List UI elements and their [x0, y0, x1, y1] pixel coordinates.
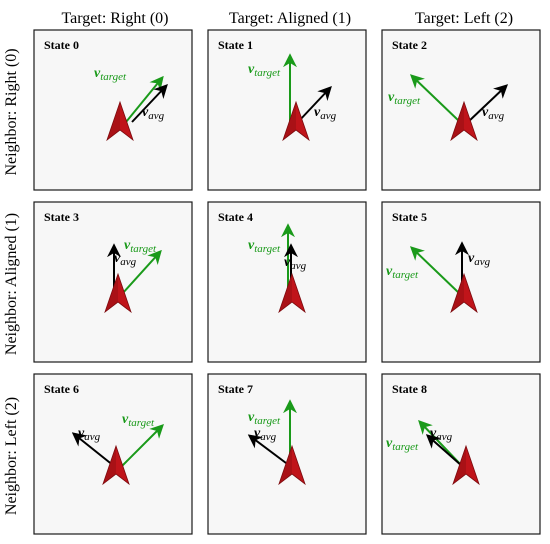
state-panel: State 8 vtarget vavg	[381, 373, 541, 535]
target-vector-arrow-icon	[409, 74, 461, 123]
panel-frame	[33, 29, 193, 191]
avg-vector-arrow-icon	[131, 83, 168, 123]
state-panel: State 6 vtarget vavg	[33, 373, 193, 535]
avg-vector-arrow-icon	[297, 85, 332, 123]
target-vector-label: vtarget	[388, 90, 421, 107]
state-label: State 4	[218, 210, 253, 224]
avg-vector-label: vavg	[430, 426, 453, 443]
avg-vector-arrow-icon	[71, 432, 115, 467]
agent-arrowhead-icon	[278, 444, 306, 486]
panel-frame	[207, 373, 367, 535]
agent-arrowhead-icon	[452, 444, 480, 486]
agent-arrowhead-icon	[282, 100, 310, 142]
column-header-target-aligned: Target: Aligned (1)	[229, 10, 351, 27]
agent-arrowhead-icon	[102, 444, 130, 486]
panel-frame	[207, 29, 367, 191]
state-label: State 5	[392, 210, 427, 224]
avg-vector-label: vavg	[114, 251, 137, 268]
panel-frame	[381, 373, 541, 535]
target-vector-label: vtarget	[124, 238, 157, 255]
avg-vector-arrow-icon	[467, 84, 509, 123]
state-label: State 0	[44, 38, 79, 52]
avg-vector-label: vavg	[254, 426, 277, 443]
avg-vector-arrow-icon	[247, 434, 291, 467]
row-headers: Neighbor: Right (0) Neighbor: Aligned (1…	[3, 48, 20, 515]
state-panel: State 2 vtarget vavg	[381, 29, 541, 191]
avg-vector-label: vavg	[78, 426, 101, 443]
agent-arrowhead-icon	[278, 272, 306, 314]
column-headers: Target: Right (0) Target: Aligned (1) Ta…	[61, 10, 513, 27]
column-header-target-right: Target: Right (0)	[61, 10, 168, 27]
agent-arrowhead-icon	[104, 272, 132, 314]
avg-vector-label: vavg	[468, 251, 491, 268]
target-vector-label: vtarget	[122, 412, 155, 429]
state-panel: State 0 vtarget vavg	[33, 29, 193, 191]
target-vector-arrow-icon	[409, 246, 461, 295]
row-header-neighbor-aligned: Neighbor: Aligned (1)	[3, 213, 20, 355]
state-label: State 7	[218, 382, 253, 396]
target-vector-arrow-icon	[121, 424, 164, 467]
state-panel: State 1 vtarget vavg	[207, 29, 367, 191]
target-vector-label: vtarget	[94, 66, 127, 83]
avg-vector-label: vavg	[284, 255, 307, 272]
target-vector-label: vtarget	[386, 264, 419, 281]
state-label: State 2	[392, 38, 427, 52]
avg-vector-arrow-icon	[425, 434, 463, 467]
avg-vector-label: vavg	[142, 105, 165, 122]
state-label: State 8	[392, 382, 427, 396]
state-label: State 1	[218, 38, 253, 52]
agent-arrowhead-icon	[106, 100, 134, 142]
row-header-neighbor-right: Neighbor: Right (0)	[3, 48, 20, 175]
agent-arrowhead-icon	[450, 100, 478, 142]
agent-arrowhead-icon	[450, 272, 478, 314]
target-vector-label: vtarget	[248, 62, 281, 79]
target-vector-arrow-icon	[121, 249, 162, 295]
state-label: State 3	[44, 210, 79, 224]
target-vector-label: vtarget	[248, 238, 281, 255]
column-header-target-left: Target: Left (2)	[415, 10, 513, 27]
row-header-neighbor-left: Neighbor: Left (2)	[3, 397, 20, 515]
avg-vector-label: vavg	[482, 105, 505, 122]
target-vector-label: vtarget	[248, 410, 281, 427]
target-vector-label: vtarget	[386, 436, 419, 453]
state-panel: State 5 vtarget vavg	[381, 201, 541, 363]
avg-vector-label: vavg	[314, 105, 337, 122]
state-label: State 6	[44, 382, 79, 396]
